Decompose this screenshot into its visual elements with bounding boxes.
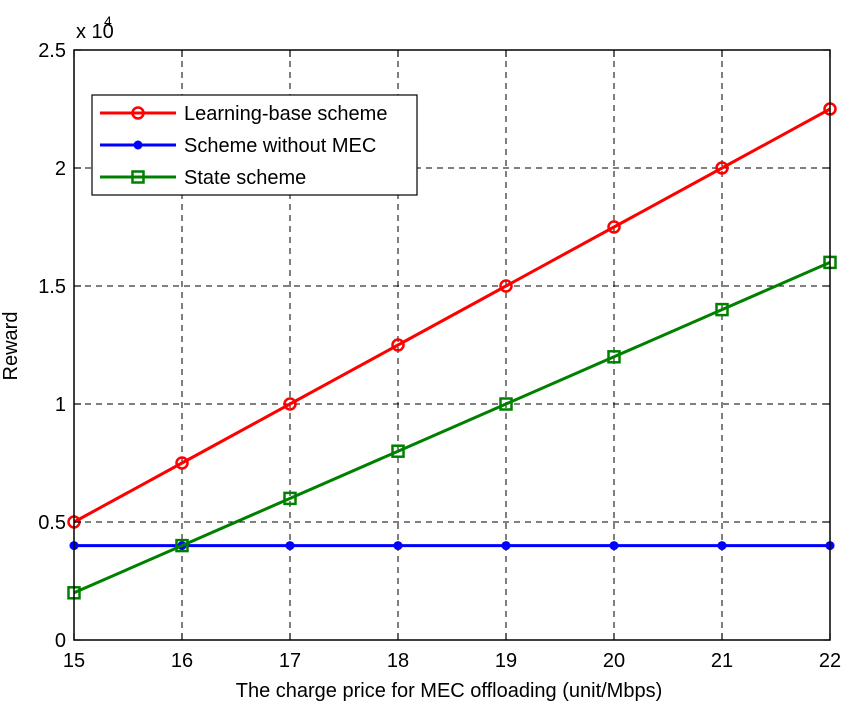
plot-frame bbox=[73, 49, 831, 641]
x-tick-label: 20 bbox=[603, 650, 625, 672]
x-tick-label: 19 bbox=[495, 650, 517, 672]
data-point bbox=[391, 444, 405, 458]
data-point bbox=[393, 541, 403, 551]
x-tick-label: 15 bbox=[63, 650, 85, 672]
data-point bbox=[609, 541, 619, 551]
y-scale-exponent: 4 bbox=[104, 13, 112, 29]
data-point bbox=[715, 302, 729, 317]
data-point bbox=[607, 350, 621, 364]
data-point bbox=[717, 541, 727, 551]
y-scale-note: x 10 4 bbox=[76, 13, 114, 43]
data-point bbox=[499, 279, 513, 293]
series-layer bbox=[67, 102, 837, 600]
data-point bbox=[283, 491, 297, 506]
x-axis-label: The charge price for MEC offloading (uni… bbox=[236, 680, 663, 702]
legend: Learning-base scheme Scheme without MEC … bbox=[91, 94, 418, 196]
x-tick-label: 16 bbox=[171, 650, 193, 672]
data-point bbox=[285, 541, 295, 551]
legend-label-without-mec: Scheme without MEC bbox=[184, 135, 376, 157]
axis-ticks: 15 16 17 18 19 20 21 22 0 0.5 1 1.5 2 2.5 bbox=[38, 40, 841, 672]
y-tick-label: 2.5 bbox=[38, 40, 66, 62]
x-tick-label: 17 bbox=[279, 650, 301, 672]
y-scale-multiplier: x 10 bbox=[76, 21, 114, 43]
legend-entry-state-scheme: State scheme bbox=[100, 167, 306, 189]
x-tick-label: 21 bbox=[711, 650, 733, 672]
data-point bbox=[607, 220, 621, 234]
data-point bbox=[175, 538, 189, 553]
data-point bbox=[175, 456, 189, 470]
legend-label-state-scheme: State scheme bbox=[184, 167, 306, 189]
legend-label-learning-base: Learning-base scheme bbox=[184, 103, 387, 125]
series-1 bbox=[67, 102, 837, 529]
series-line bbox=[73, 107, 831, 524]
y-tick-label: 0 bbox=[55, 630, 66, 652]
legend-marker-circle bbox=[131, 106, 145, 120]
legend-entry-without-mec: Scheme without MEC bbox=[100, 135, 376, 157]
legend-marker-square bbox=[131, 170, 145, 184]
data-point bbox=[391, 338, 405, 352]
x-tick-label: 18 bbox=[387, 650, 409, 672]
series-2 bbox=[69, 541, 835, 551]
legend-marker-dot bbox=[133, 140, 143, 150]
y-tick-label: 2 bbox=[55, 158, 66, 180]
y-tick-label: 1 bbox=[55, 394, 66, 416]
data-point bbox=[283, 397, 297, 411]
y-tick-label: 0.5 bbox=[38, 512, 66, 534]
legend-entry-learning-base: Learning-base scheme bbox=[100, 103, 387, 125]
y-tick-label: 1.5 bbox=[38, 276, 66, 298]
y-axis-label: Reward bbox=[0, 312, 22, 381]
x-tick-label: 22 bbox=[819, 650, 841, 672]
data-point bbox=[715, 161, 729, 175]
data-point bbox=[501, 541, 511, 551]
series-line bbox=[73, 261, 831, 595]
data-point bbox=[499, 397, 513, 411]
